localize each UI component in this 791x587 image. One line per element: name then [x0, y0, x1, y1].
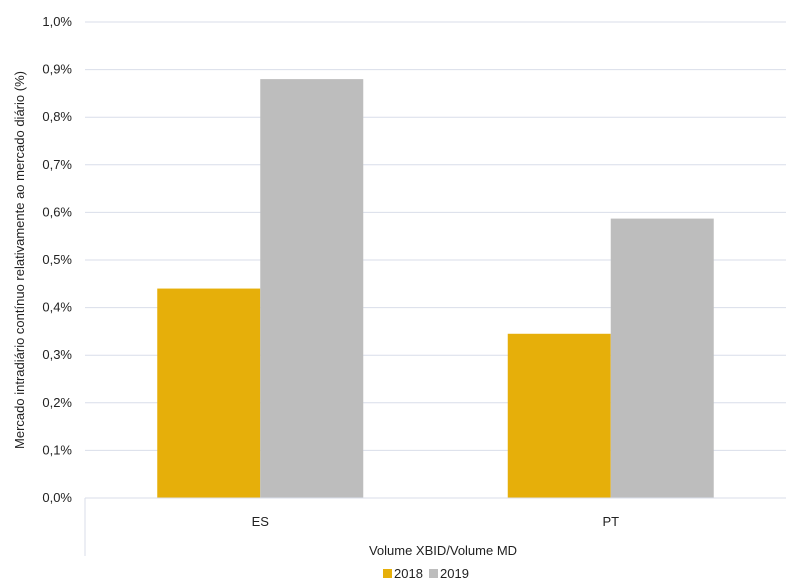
- axes: [84, 497, 786, 556]
- legend: 2018 2019: [383, 566, 469, 581]
- legend-swatch-2019: [429, 569, 438, 578]
- x-tick-label: PT: [602, 514, 619, 529]
- y-tick-label: 1,0%: [42, 14, 72, 29]
- x-axis-title: Volume XBID/Volume MD: [369, 543, 517, 558]
- legend-label: 2018: [394, 566, 423, 581]
- bar-2018-PT: [507, 333, 611, 498]
- bar-2018-ES: [157, 288, 261, 498]
- y-tick-label: 0,2%: [42, 395, 72, 410]
- y-tick-label: 0,1%: [42, 442, 72, 457]
- legend-label: 2019: [440, 566, 469, 581]
- y-tick-label: 0,3%: [42, 347, 72, 362]
- y-tick-label: 0,0%: [42, 490, 72, 505]
- y-tick-label: 0,8%: [42, 109, 72, 124]
- bar-2019-PT: [610, 218, 714, 498]
- y-tick-label: 0,7%: [42, 157, 72, 172]
- bars: [157, 79, 714, 499]
- x-tick-label: ES: [252, 514, 270, 529]
- y-tick-label: 0,6%: [42, 204, 72, 219]
- tick-labels: 0,0% 0,1% 0,2% 0,3% 0,4% 0,5% 0,6% 0,7% 0,8% 0,9%…: [42, 14, 619, 529]
- y-tick-label: 0,5%: [42, 252, 72, 267]
- y-tick-label: 0,4%: [42, 300, 72, 315]
- bar-2019-ES: [260, 79, 364, 499]
- legend-swatch-2018: [383, 569, 392, 578]
- y-axis-title: Mercado intradiário contínuo relativamen…: [12, 71, 27, 449]
- y-tick-label: 0,9%: [42, 62, 72, 77]
